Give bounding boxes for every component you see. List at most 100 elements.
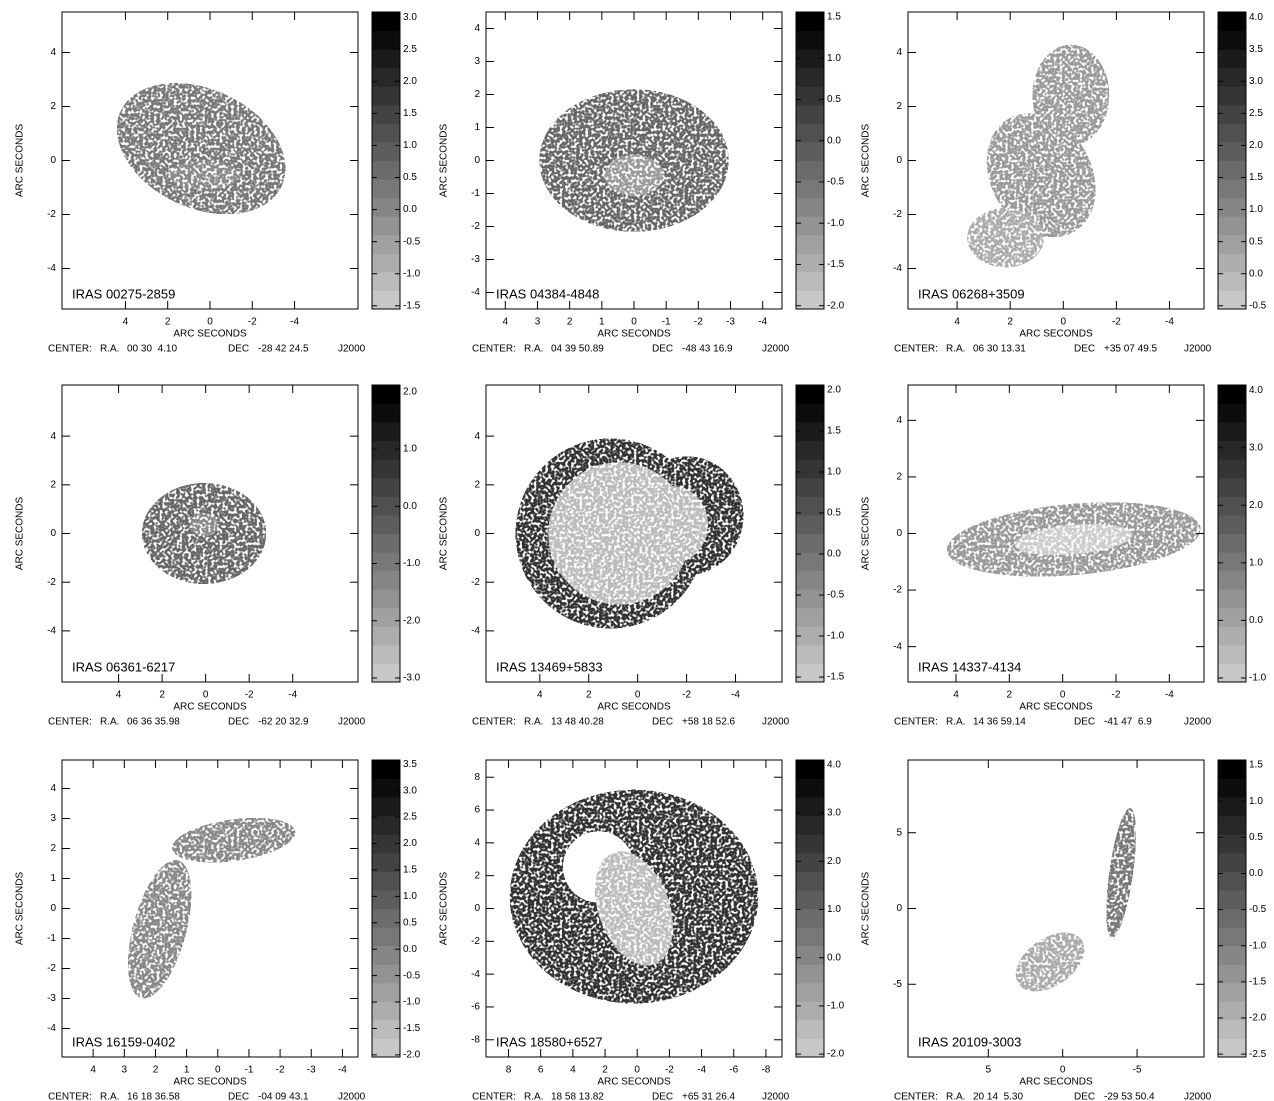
colorbar-step [796, 440, 824, 460]
y-axis-label: ARC SECONDS [439, 124, 450, 198]
colorbar-tick-label: 1.5 [827, 12, 841, 23]
colorbar-step [1218, 1038, 1246, 1058]
panel-name: IRAS 18580+6527 [496, 1034, 603, 1049]
center-label: CENTER: [472, 1092, 516, 1101]
colorbar-frame [795, 384, 825, 683]
x-tick-label: -6 [729, 1065, 738, 1076]
y-tick-label: -2 [471, 221, 480, 232]
colorbar-step [1218, 1001, 1246, 1021]
colorbar-step [372, 253, 400, 273]
colorbar-step [372, 852, 400, 872]
y-tick-label: 0 [50, 903, 56, 914]
colorbar-tick-label: 1.5 [403, 865, 417, 876]
ra-value: 14 36 59.14 [973, 717, 1026, 728]
x-tick-label: 3 [122, 1065, 128, 1076]
colorbar-step [1218, 889, 1246, 909]
colorbar-step [796, 1038, 824, 1058]
colorbar-step [1218, 123, 1246, 143]
dec-label: DEC [652, 344, 673, 355]
colorbar-step [1218, 179, 1246, 199]
y-axis-label: ARC SECONDS [861, 124, 872, 198]
x-tick-label: -4 [288, 690, 297, 701]
panel: 4 2 0 -2 -4 -4 -2 0 2 4 ARC SECONDS ARC SECONDS IRAS… [861, 11, 1267, 355]
colorbar-tick-label: 3.0 [1249, 442, 1263, 453]
colorbar-step [796, 514, 824, 534]
colorbar-tick-label: -2.0 [1249, 1013, 1267, 1024]
colorbar-step [372, 123, 400, 143]
colorbar-tick-label: -0.5 [1249, 300, 1267, 311]
x-axis-label: ARC SECONDS [173, 329, 247, 340]
epoch: J2000 [1184, 1092, 1212, 1101]
y-tick-label: 4 [474, 838, 480, 849]
y-axis-label: ARC SECONDS [15, 872, 26, 946]
x-tick-label: -8 [761, 1065, 770, 1076]
colorbar-step [372, 496, 400, 516]
y-tick-label: 2 [474, 479, 480, 490]
colorbar-tick-label: 1.0 [1249, 204, 1263, 215]
y-tick-label: 8 [474, 772, 480, 783]
panel: 4 3 2 1 0 -1 -2 -3 -4 -4 -3 -2 -1 0 1 2 3 4 ARC SECONDS ARC… [439, 11, 845, 355]
emission [128, 860, 192, 999]
x-tick-label: 4 [953, 690, 959, 701]
colorbar-step [796, 589, 824, 609]
x-tick-label: -5 [1133, 1065, 1142, 1076]
colorbar-tick-label: 4.0 [1249, 12, 1263, 23]
y-tick-label: -8 [471, 1034, 480, 1045]
x-tick-label: -2 [682, 690, 691, 701]
ra-label: R.A. [100, 344, 119, 355]
colorbar-step [372, 160, 400, 180]
y-tick-label: 0 [896, 528, 902, 539]
colorbar-step [796, 644, 824, 664]
x-tick-label: -4 [731, 690, 740, 701]
x-tick-label: 2 [586, 690, 592, 701]
colorbar-tick-label: 3.0 [403, 785, 417, 796]
x-tick-label: 2 [602, 1065, 608, 1076]
dec-label: DEC [1074, 717, 1095, 728]
colorbar-step [796, 778, 824, 798]
colorbar-tick-label: -1.5 [403, 300, 421, 311]
colorbar-step [796, 253, 824, 273]
y-tick-label: 3 [474, 56, 480, 67]
x-tick-label: 0 [1060, 1065, 1066, 1076]
y-axis-label: ARC SECONDS [439, 497, 450, 571]
colorbar-tick-label: 0.5 [1249, 832, 1263, 843]
colorbar-step [1218, 141, 1246, 161]
colorbar-step [372, 271, 400, 291]
colorbar-tick-label: -2.0 [403, 615, 421, 626]
colorbar-step [372, 30, 400, 50]
y-tick-label: 1 [50, 873, 56, 884]
dec-label: DEC [228, 1092, 249, 1101]
colorbar-step [1218, 570, 1246, 590]
colorbar-step [1218, 67, 1246, 87]
y-tick-label: 2 [896, 472, 902, 483]
colorbar-tick-label: 0.5 [403, 172, 417, 183]
colorbar-tick-label: 3.5 [403, 759, 417, 770]
colorbar-tick-label: 1.5 [827, 426, 841, 437]
colorbar-step [372, 964, 400, 984]
colorbar-tick-label: 3.0 [1249, 76, 1263, 87]
colorbar-tick-label: 3.0 [827, 808, 841, 819]
emission [168, 160, 240, 191]
colorbar-tick-label: 1.0 [827, 53, 841, 64]
y-tick-label: 0 [50, 528, 56, 539]
x-tick-label: 3 [535, 317, 541, 328]
y-tick-label: -2 [893, 209, 902, 220]
x-tick-label: 5 [986, 1065, 992, 1076]
colorbar-step [1218, 797, 1246, 817]
emission [986, 113, 1096, 238]
panel: 4 2 0 -2 -4 -4 -2 0 2 4 ARC SECONDS ARC SECONDS IRAS… [861, 384, 1267, 728]
colorbar-step [1218, 12, 1246, 32]
colorbar-step [372, 927, 400, 947]
colorbar-step [796, 533, 824, 553]
y-tick-label: 2 [474, 870, 480, 881]
panel-name: IRAS 13469+5833 [496, 659, 603, 674]
image [116, 82, 286, 215]
y-tick-label: -4 [893, 641, 902, 652]
colorbar-step [372, 216, 400, 236]
x-tick-label: 2 [1007, 317, 1013, 328]
colorbar-step [796, 889, 824, 909]
colorbar-step [796, 945, 824, 965]
colorbar-tick-label: -1.0 [403, 268, 421, 279]
colorbar-tick-label: -1.0 [403, 997, 421, 1008]
colorbar-step [1218, 86, 1246, 106]
